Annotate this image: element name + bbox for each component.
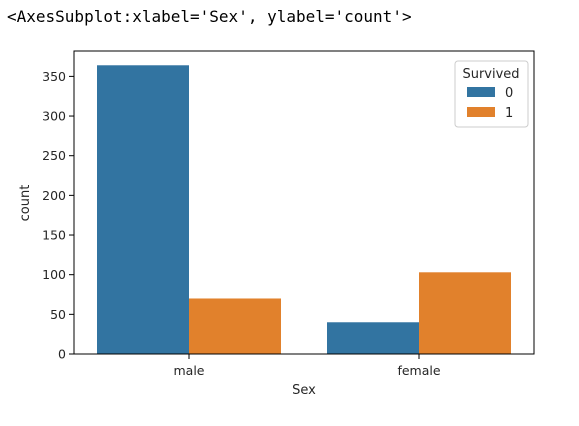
y-tick-label: 50 bbox=[50, 307, 66, 322]
plot-frame bbox=[73, 50, 535, 355]
bar-female-survived-1 bbox=[419, 272, 511, 354]
bar-male-survived-1 bbox=[189, 298, 281, 354]
bars-layer bbox=[97, 65, 511, 354]
x-tick-label-male: male bbox=[174, 363, 205, 378]
y-tick-label: 0 bbox=[58, 347, 66, 362]
y-axis: 0 50 100 150 200 250 300 350 bbox=[42, 69, 74, 362]
legend-swatch-1 bbox=[467, 107, 495, 117]
bar-male-survived-0 bbox=[97, 65, 189, 354]
legend-label-0: 0 bbox=[505, 86, 513, 101]
legend-items: 01 bbox=[467, 86, 513, 121]
x-axis: male female bbox=[174, 354, 441, 378]
legend-title: Survived bbox=[462, 67, 519, 82]
legend: Survived 01 bbox=[454, 60, 529, 128]
x-axis-label: Sex bbox=[292, 383, 316, 398]
output-repr-text: <AxesSubplot:xlabel='Sex', ylabel='count… bbox=[7, 7, 412, 26]
y-tick-label: 250 bbox=[42, 148, 66, 163]
bar-female-survived-0 bbox=[327, 322, 419, 354]
y-tick-label: 150 bbox=[42, 228, 66, 243]
legend-label-1: 1 bbox=[505, 106, 513, 121]
legend-swatch-0 bbox=[467, 87, 495, 97]
x-tick-label-female: female bbox=[397, 363, 440, 378]
y-tick-label: 100 bbox=[42, 267, 66, 282]
y-tick-label: 200 bbox=[42, 188, 66, 203]
y-tick-label: 300 bbox=[42, 109, 66, 124]
y-axis-label: count bbox=[18, 185, 33, 222]
y-tick-label: 350 bbox=[42, 69, 66, 84]
